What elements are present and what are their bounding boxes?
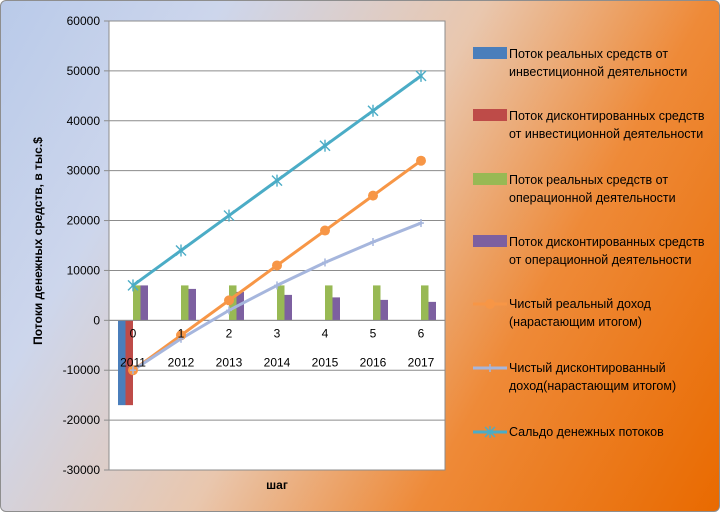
- bar: [428, 301, 436, 321]
- x-tick-label: 2: [226, 326, 233, 340]
- point: [226, 306, 232, 315]
- legend-label: Сальдо денежных потоков: [509, 425, 664, 439]
- y-tick-label: 60000: [67, 14, 101, 28]
- x-tick-year: 2013: [216, 355, 243, 369]
- y-tick-label: -30000: [63, 463, 101, 477]
- x-tick-year: 2011: [120, 355, 146, 369]
- x-axis-label: шаг: [266, 478, 288, 492]
- point: [418, 219, 424, 228]
- legend-label: Поток реальных средств от операционной д…: [509, 173, 676, 205]
- legend-label: Поток реальных средств от инвестиционной…: [509, 47, 688, 79]
- bar: [421, 285, 429, 321]
- legend-swatch: [473, 235, 507, 247]
- point: [368, 190, 378, 201]
- x-tick-label: 5: [370, 326, 377, 340]
- x-tick-label: 3: [274, 326, 281, 340]
- y-tick-label: 30000: [67, 164, 101, 178]
- point: [319, 139, 331, 152]
- x-tick-year: 2016: [360, 355, 387, 369]
- point: [415, 69, 427, 82]
- x-tick-year: 2012: [168, 355, 195, 369]
- bar: [125, 320, 133, 406]
- x-tick-label: 1: [178, 326, 185, 340]
- point: [320, 225, 330, 236]
- legend-swatch: [473, 364, 507, 372]
- y-tick-label: 40000: [67, 114, 101, 128]
- y-tick-label: -10000: [63, 363, 101, 377]
- point: [130, 366, 136, 375]
- y-axis-label: Потоки денежных средств, в тыс.$: [31, 137, 45, 345]
- x-tick-label: 4: [322, 326, 329, 340]
- x-tick-year: 2015: [312, 355, 339, 369]
- bar: [277, 285, 285, 321]
- bar: [133, 285, 141, 321]
- point: [223, 209, 235, 222]
- point: [274, 281, 280, 290]
- y-tick-label: -20000: [63, 413, 101, 427]
- point: [416, 155, 426, 166]
- y-tick-label: 20000: [67, 214, 101, 228]
- bar: [140, 285, 148, 321]
- x-tick-year: 2014: [264, 355, 291, 369]
- legend-swatch: [473, 299, 507, 309]
- bar: [118, 320, 126, 406]
- point: [322, 258, 328, 267]
- bar: [325, 285, 333, 321]
- point: [272, 260, 282, 271]
- legend-swatch: [473, 426, 507, 438]
- x-tick-label: 0: [130, 326, 137, 340]
- y-tick-label: 0: [93, 313, 100, 327]
- y-tick-label: 10000: [67, 263, 101, 277]
- bar: [373, 285, 381, 321]
- bar: [284, 294, 292, 321]
- point: [224, 295, 234, 306]
- legend-label: Чистый реальный доход (нарастающим итого…: [509, 297, 651, 329]
- point: [367, 104, 379, 117]
- point: [484, 426, 496, 438]
- point: [487, 364, 493, 372]
- plot-area: [108, 20, 446, 471]
- bar: [332, 297, 340, 321]
- x-tick-label: 6: [418, 326, 425, 340]
- legend-swatch: [473, 47, 507, 59]
- legend-label: Поток дисконтированных средств от инвест…: [509, 109, 705, 141]
- point: [370, 238, 376, 247]
- bar: [380, 299, 388, 321]
- legend-swatch: [473, 109, 507, 121]
- point: [178, 334, 184, 343]
- bar: [188, 288, 196, 321]
- legend-label: Поток дисконтированных средств от операц…: [509, 235, 705, 267]
- legend-swatch: [473, 173, 507, 185]
- bar: [181, 285, 189, 321]
- point: [485, 299, 495, 309]
- legend-label: Чистый дисконтированный доход(нарастающи…: [509, 361, 677, 393]
- point: [127, 279, 139, 292]
- y-tick-label: 50000: [67, 64, 101, 78]
- point: [271, 174, 283, 187]
- point: [175, 244, 187, 257]
- x-tick-year: 2017: [408, 355, 435, 369]
